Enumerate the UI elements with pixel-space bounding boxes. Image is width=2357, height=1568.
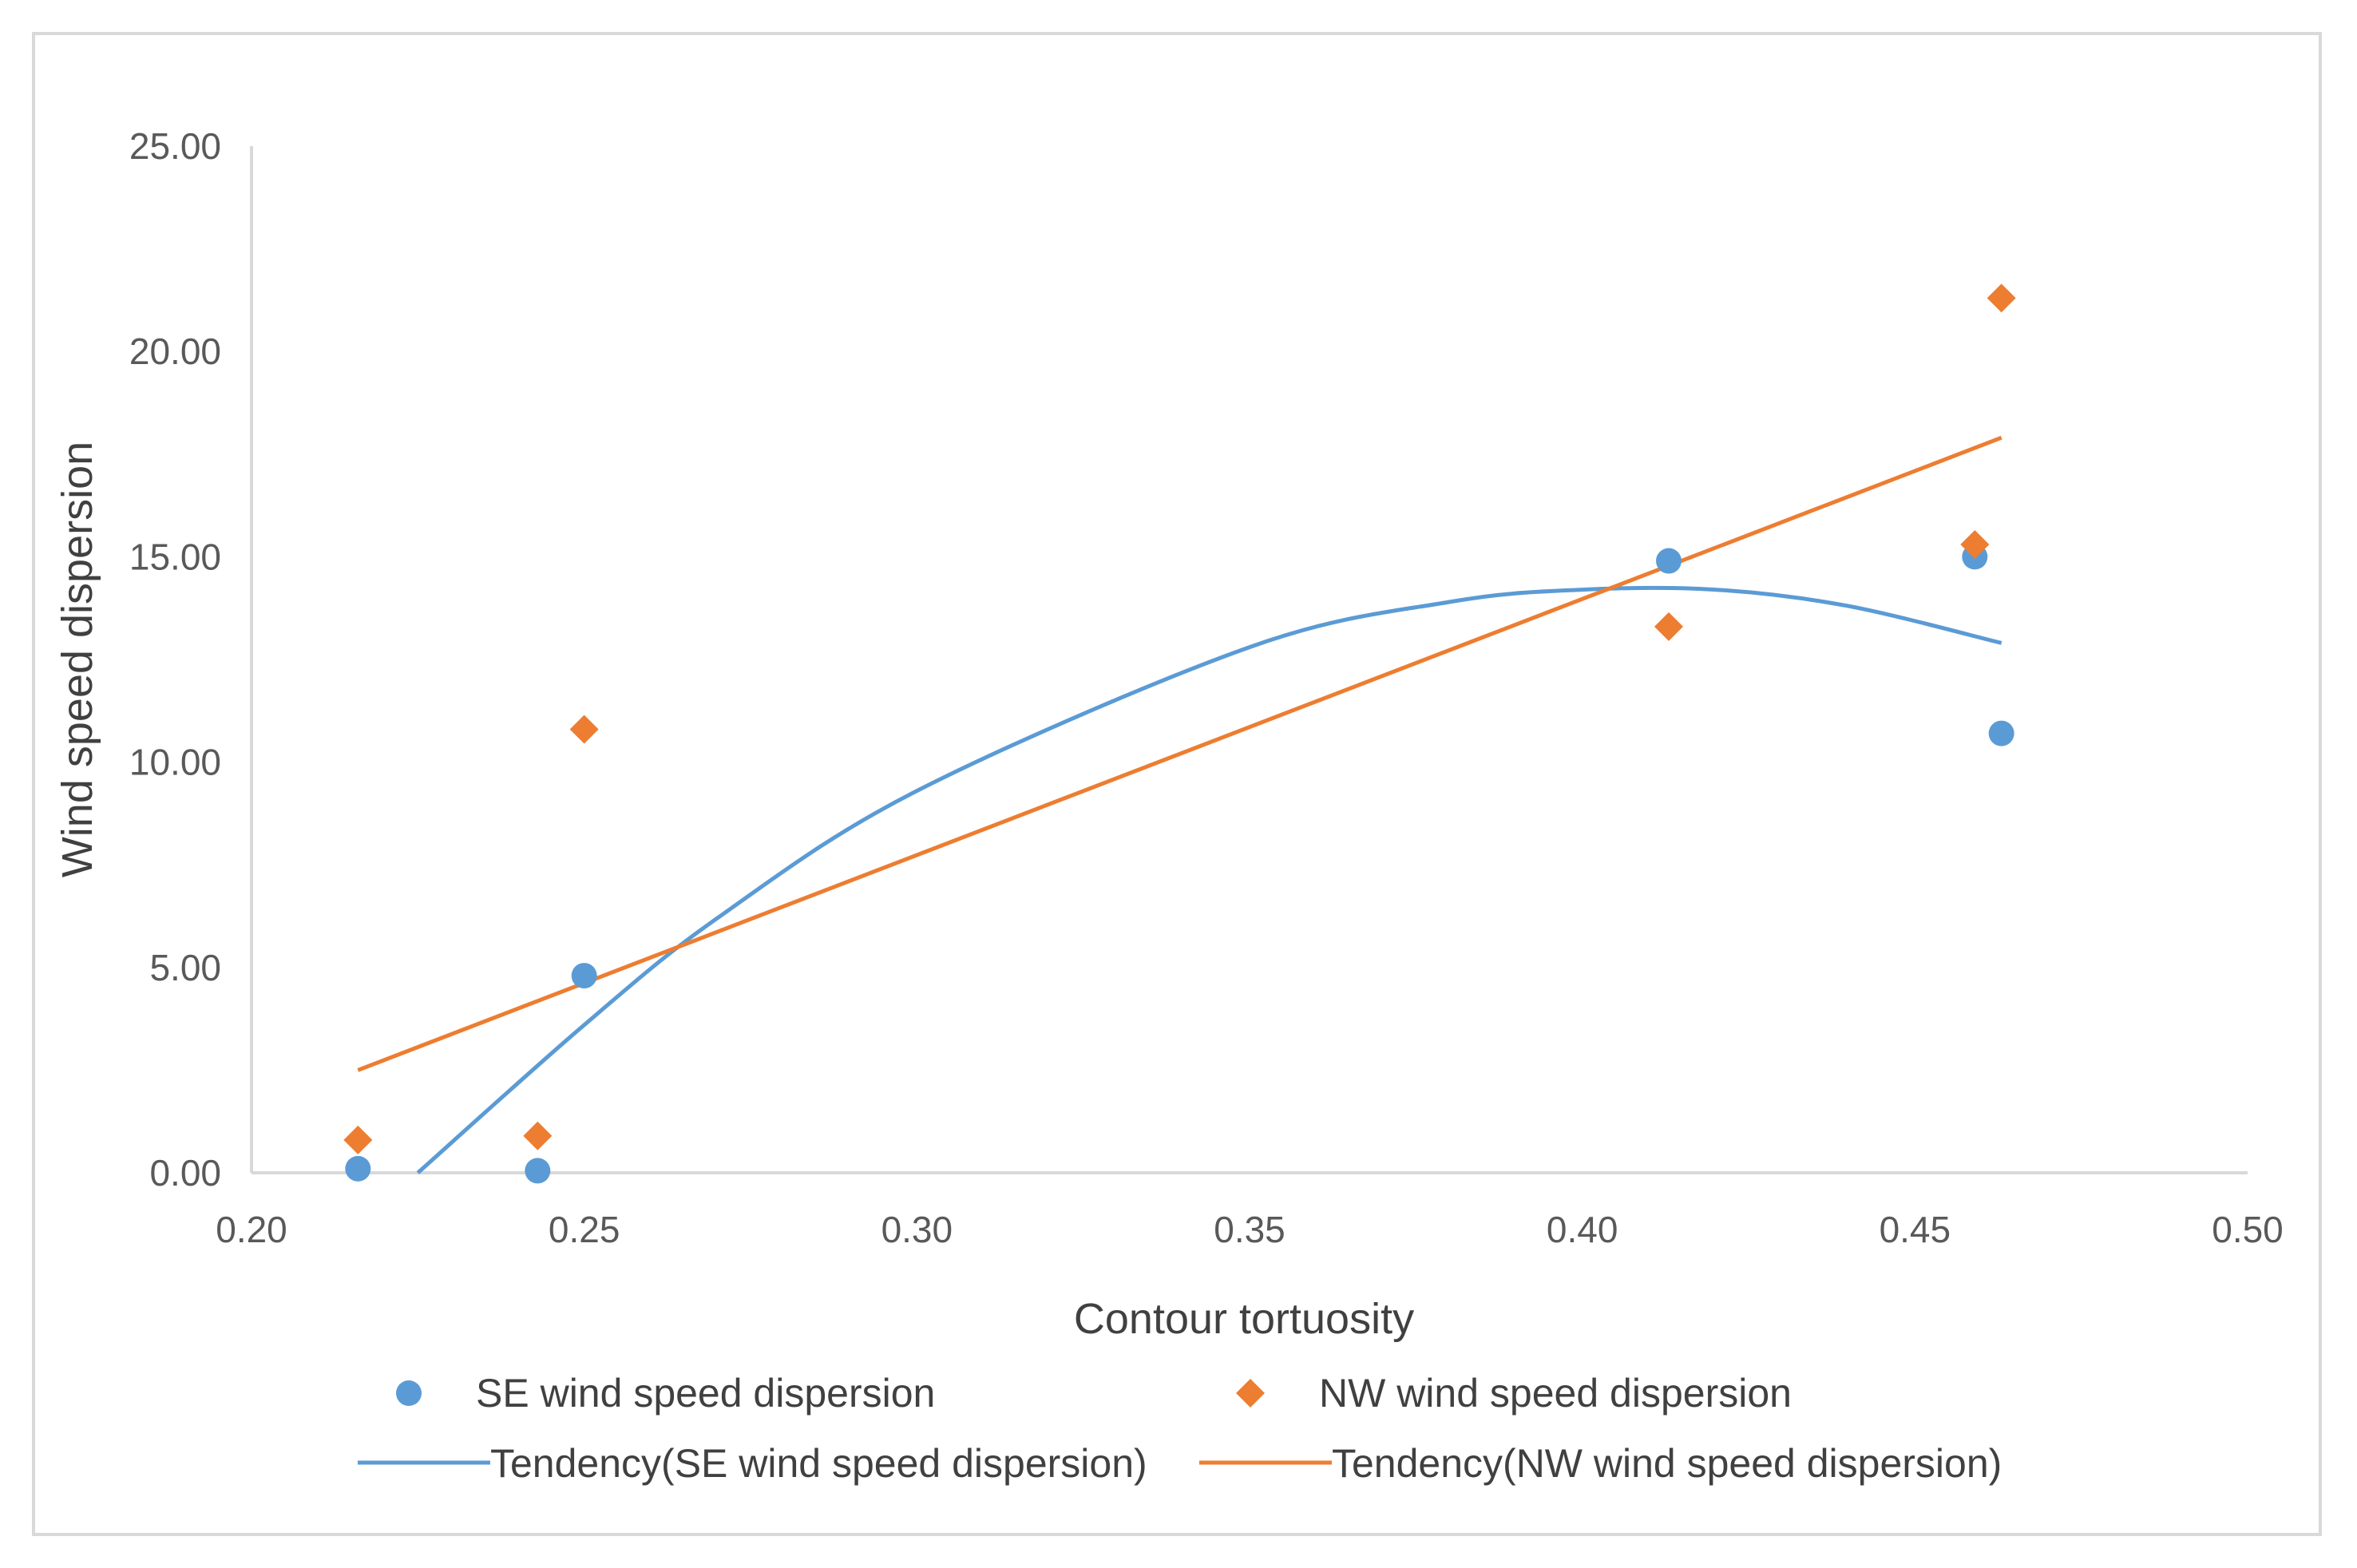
nw-data-point[interactable] [569,715,599,744]
x-tick-label: 0.30 [881,1209,953,1250]
x-tick-label: 0.50 [2212,1209,2284,1250]
legend-item-nw-points[interactable]: NW wind speed dispersion [1236,1371,1792,1416]
legend-item-se-points[interactable]: SE wind speed dispersion [396,1371,935,1416]
nw-tendency-line [357,435,2002,1072]
se-data-point[interactable] [345,1155,371,1182]
x-tick-labels: 0.20 0.25 0.30 0.35 0.40 0.45 0.50 [216,1209,2284,1250]
x-axis-title: Contour tortuosity [1074,1295,1414,1343]
legend-label: NW wind speed dispersion [1319,1371,1792,1416]
y-axis-title: Wind speed dispersion [53,441,101,877]
se-data-point[interactable] [1656,548,1682,574]
legend-circle-marker [396,1380,422,1406]
trendlines [357,435,2002,1174]
legend-item-se-tendency[interactable]: Tendency(SE wind speed dispersion) [358,1441,1147,1486]
nw-data-point[interactable] [343,1125,373,1154]
nw-data-point[interactable] [1987,283,2016,313]
y-tick-label: 25.00 [129,125,221,167]
legend-diamond-marker [1236,1379,1265,1408]
y-tick-label: 15.00 [129,536,221,577]
chart-frame [32,32,2322,1536]
y-tick-label: 5.00 [149,947,221,988]
nw-data-point[interactable] [523,1121,553,1150]
x-tick-label: 0.35 [1214,1209,1285,1250]
x-tick-label: 0.45 [1880,1209,1951,1250]
se-data-point[interactable] [525,1158,551,1184]
x-tick-label: 0.40 [1547,1209,1618,1250]
se-tendency-line [416,585,2002,1174]
data-points [343,283,2016,1184]
legend-item-nw-tendency[interactable]: Tendency(NW wind speed dispersion) [1199,1441,2002,1486]
x-tick-label: 0.25 [549,1209,620,1250]
axes [250,146,2248,1174]
se-data-point[interactable] [1988,720,2014,746]
legend: SE wind speed dispersion NW wind speed d… [358,1371,2002,1486]
nw-data-point[interactable] [1960,529,1990,559]
y-tick-label: 0.00 [149,1152,221,1194]
y-tick-labels: 0.00 5.00 10.00 15.00 20.00 25.00 [129,125,221,1194]
legend-label: SE wind speed dispersion [476,1371,935,1416]
nw-data-point[interactable] [1654,612,1683,641]
y-tick-label: 20.00 [129,331,221,372]
x-tick-label: 0.20 [216,1209,287,1250]
y-tick-label: 10.00 [129,742,221,783]
legend-label: Tendency(SE wind speed dispersion) [490,1441,1147,1486]
se-data-point[interactable] [571,963,597,989]
legend-label: Tendency(NW wind speed dispersion) [1332,1441,2002,1486]
